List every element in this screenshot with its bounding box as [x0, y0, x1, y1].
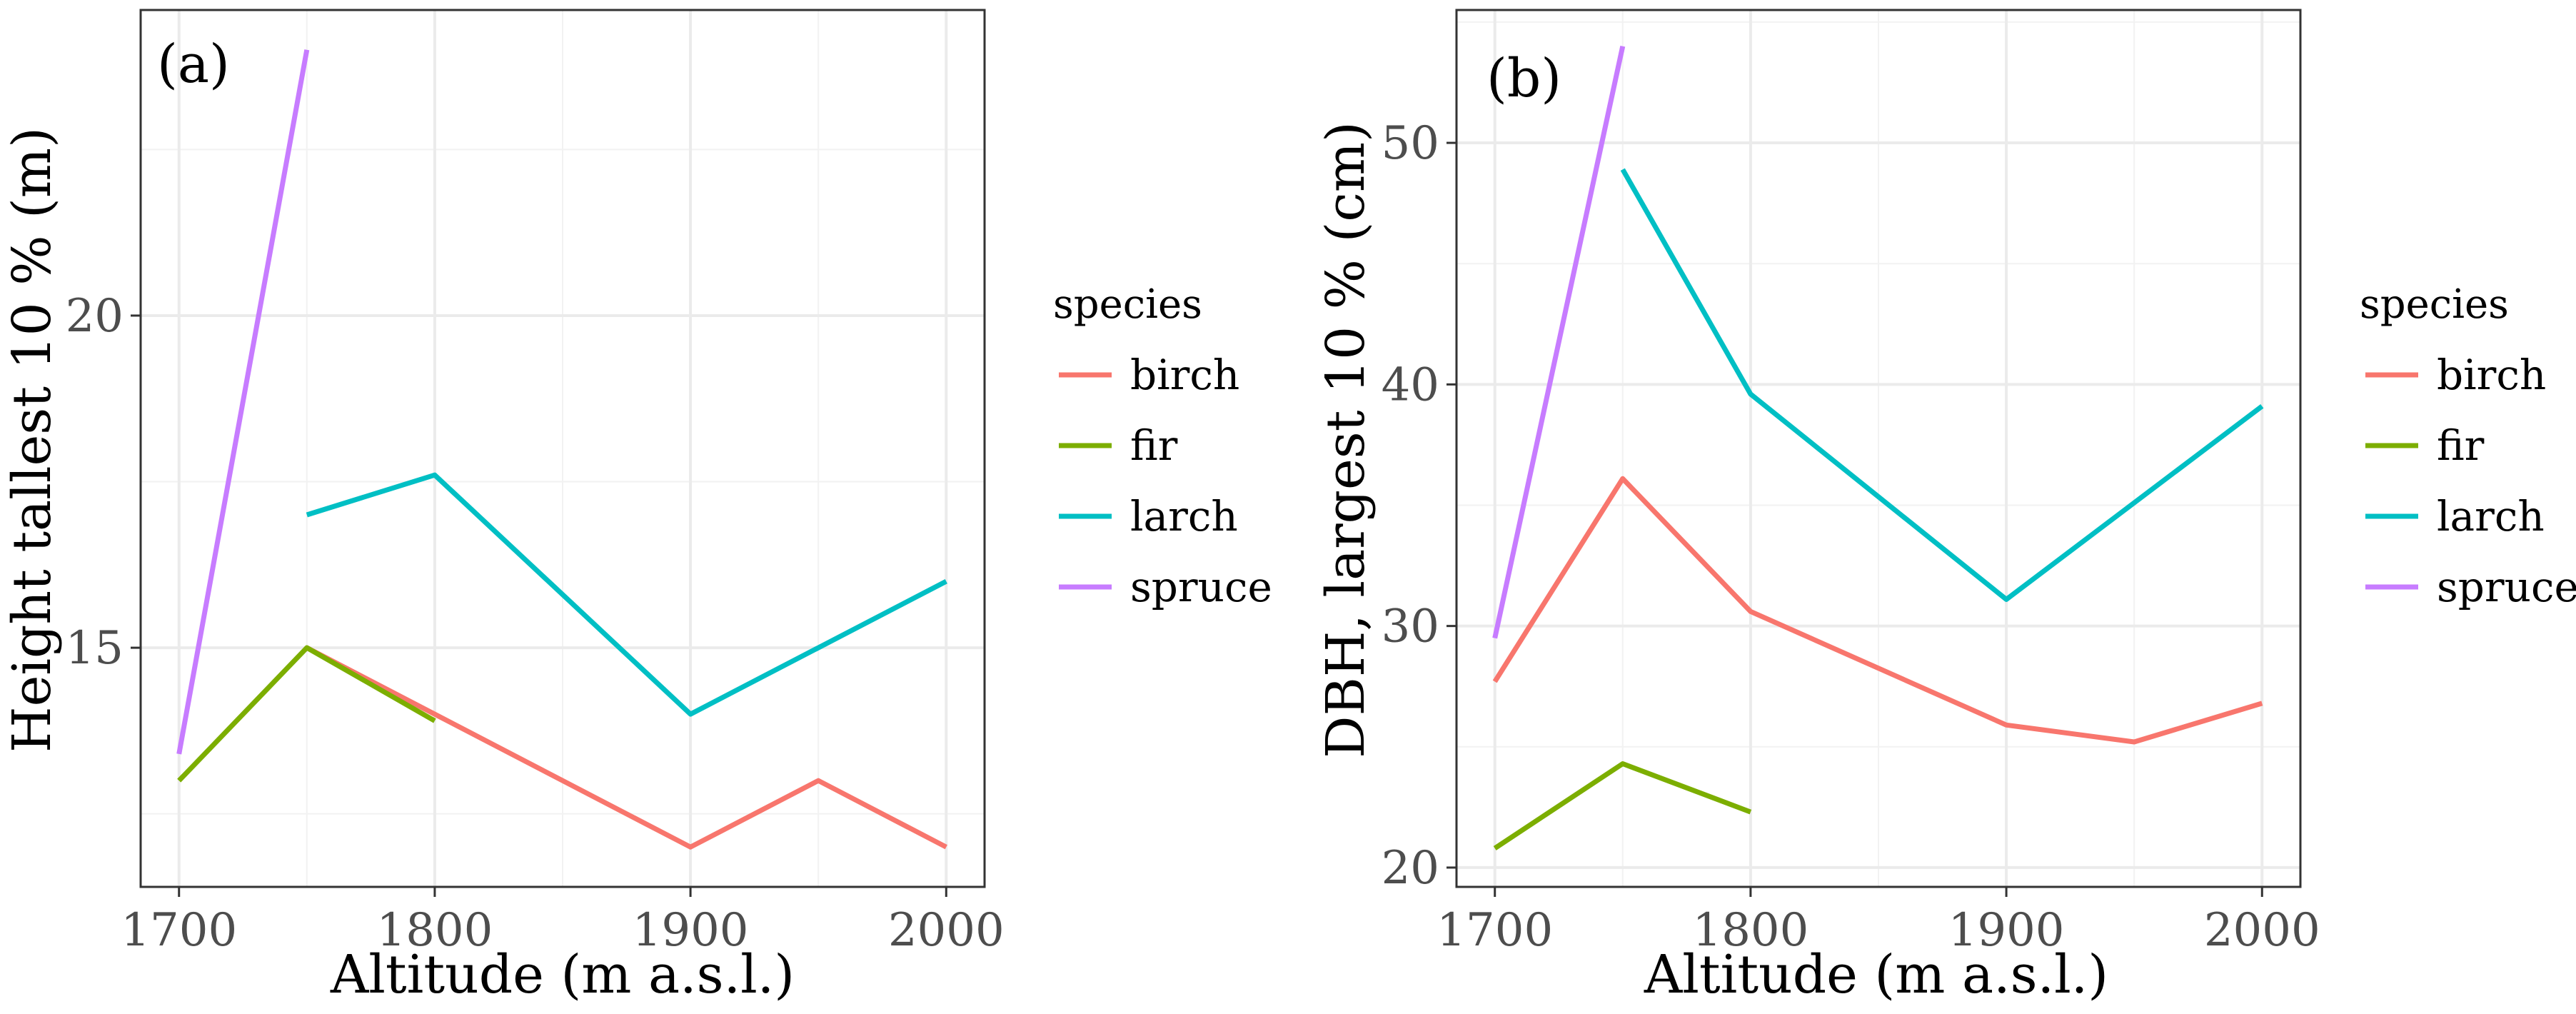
panel-a-legend-title: species: [1053, 281, 1202, 328]
panel-a-series: [176, 49, 947, 850]
panel-b-legend-label-birch: birch: [2437, 351, 2546, 399]
panel-a-y-axis-title: Height tallest 10 % (m): [1, 127, 63, 753]
panel-b-legend-label-larch: larch: [2437, 492, 2545, 541]
panel-a-x-tick-label: 1800: [376, 904, 493, 957]
panel-b-tag: (b): [1486, 48, 1561, 109]
panel-a-x-tick-label: 2000: [888, 904, 1005, 957]
panel-a-legend-label-birch: birch: [1130, 351, 1239, 399]
panel-a-series-line-fir: [177, 645, 436, 783]
panel-a-series-line-birch: [306, 645, 947, 850]
panel-a-series-line-larch: [306, 472, 947, 717]
panel-a-y-tick-label: 20: [66, 290, 124, 343]
panel-b-frame: [1455, 9, 2302, 888]
panel-b-x-ticks: 1700 1800 1900 2000: [1437, 887, 2320, 957]
panel-b-series: [1492, 45, 2264, 850]
panel-a-legend-label-spruce: spruce: [1130, 563, 1272, 611]
panel-b-y-axis-title: DBH, largest 10 % (cm): [1315, 121, 1377, 758]
panel-b-y-ticks: 20 30 40 50: [1382, 117, 1456, 895]
panel-b-series-line-spruce: [1492, 45, 1626, 639]
panel-b-x-tick-label: 1900: [1948, 904, 2065, 957]
panel-a-legend-label-larch: larch: [1130, 492, 1238, 541]
panel-a-grid: [141, 10, 985, 887]
panel-b-legend: species birch fir larch spruce: [2360, 281, 2576, 611]
panel-a-x-tick-label: 1900: [633, 904, 749, 957]
panel-b-grid: [1456, 10, 2300, 887]
panel-a-x-tick-label: 1700: [121, 904, 237, 957]
panel-b-series-line-fir: [1493, 761, 1752, 850]
panel-b: 1700 1800 1900 2000 20 30 40 50 (b) Altitude (…: [1315, 9, 2576, 1005]
panel-b-x-tick-label: 2000: [2204, 904, 2320, 957]
panel-a-frame: [139, 9, 986, 888]
panel-b-legend-label-fir: fir: [2437, 421, 2485, 470]
panel-a-y-tick-label: 15: [66, 622, 124, 675]
panel-b-y-tick-label: 50: [1382, 117, 1439, 170]
panel-a-series-line-spruce: [176, 49, 310, 755]
panel-b-series-line-birch: [1492, 476, 2263, 745]
panel-b-x-tick-label: 1800: [1692, 904, 1808, 957]
panel-b-y-tick-label: 20: [1382, 842, 1439, 895]
panel-a-legend-label-fir: fir: [1130, 421, 1178, 470]
panel-a-legend: species birch fir larch spruce: [1053, 281, 1272, 611]
panel-b-series-line-larch: [1620, 168, 2264, 602]
panel-b-x-axis-title: Altitude (m a.s.l.): [1644, 944, 2108, 1005]
panel-b-legend-label-spruce: spruce: [2437, 563, 2576, 611]
panel-a-x-ticks: 1700 1800 1900 2000: [121, 887, 1005, 957]
panel-b-x-tick-label: 1700: [1437, 904, 1553, 957]
panel-b-legend-title: species: [2360, 281, 2509, 328]
panel-b-y-tick-label: 30: [1382, 601, 1439, 653]
panel-b-y-tick-label: 40: [1382, 358, 1439, 411]
panel-a-tag: (a): [157, 34, 230, 95]
panel-a-x-axis-title: Altitude (m a.s.l.): [330, 944, 795, 1005]
